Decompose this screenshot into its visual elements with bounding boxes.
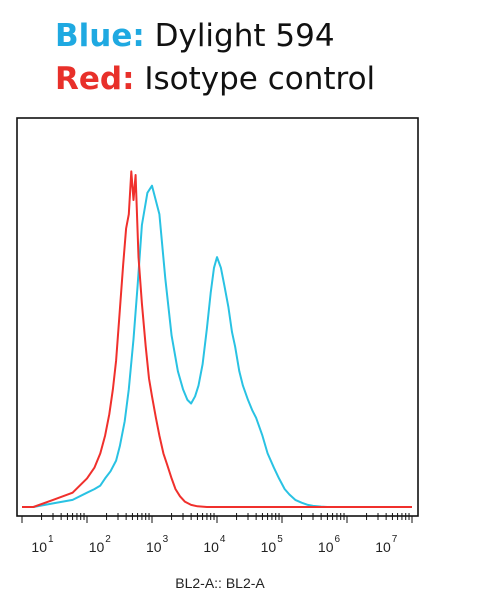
x-axis-title: BL2-A:: BL2-A: [175, 575, 265, 591]
x-tick-base: 10: [31, 539, 47, 555]
legend-text-blue: Dylight 594: [144, 18, 335, 54]
x-axis-ticks: [21, 513, 413, 523]
x-tick-exponent: 6: [335, 534, 341, 545]
x-tick-exponent: 7: [392, 534, 398, 545]
legend-key-red: Red:: [55, 61, 135, 97]
x-tick-base: 10: [89, 539, 105, 555]
x-tick-base: 10: [146, 539, 162, 555]
series-line-isotype-control: [22, 170, 412, 508]
plot-frame: [16, 117, 419, 517]
x-tick-label: 10 1: [31, 534, 54, 555]
x-tick-label: 10 5: [261, 534, 284, 555]
x-tick-label: 10 4: [203, 534, 226, 555]
x-tick-base: 10: [318, 539, 334, 555]
x-tick-label: 10 6: [318, 534, 341, 555]
legend-key-blue: Blue:: [55, 18, 145, 54]
legend-entry-blue: Blue: Dylight 594: [55, 18, 335, 54]
x-tick-label: 10 3: [146, 534, 169, 555]
legend-entry-red: Red: Isotype control: [55, 61, 375, 97]
x-tick-exponent: 1: [48, 534, 54, 545]
x-tick-label: 10 2: [89, 534, 112, 555]
series-layer: [22, 170, 412, 508]
x-tick-label: 10 7: [375, 534, 398, 555]
x-tick-exponent: 3: [163, 534, 169, 545]
x-tick-base: 10: [261, 539, 277, 555]
x-tick-exponent: 2: [105, 534, 111, 545]
x-tick-exponent: 4: [220, 534, 226, 545]
series-line-dylight-594: [22, 184, 412, 508]
x-tick-labels: 10 1 10 2 10 3 10 4 10 5 10 6 10 7: [31, 534, 397, 555]
legend-text-red: Isotype control: [134, 61, 376, 97]
x-tick-exponent: 5: [277, 534, 283, 545]
x-tick-base: 10: [375, 539, 391, 555]
x-tick-base: 10: [203, 539, 219, 555]
